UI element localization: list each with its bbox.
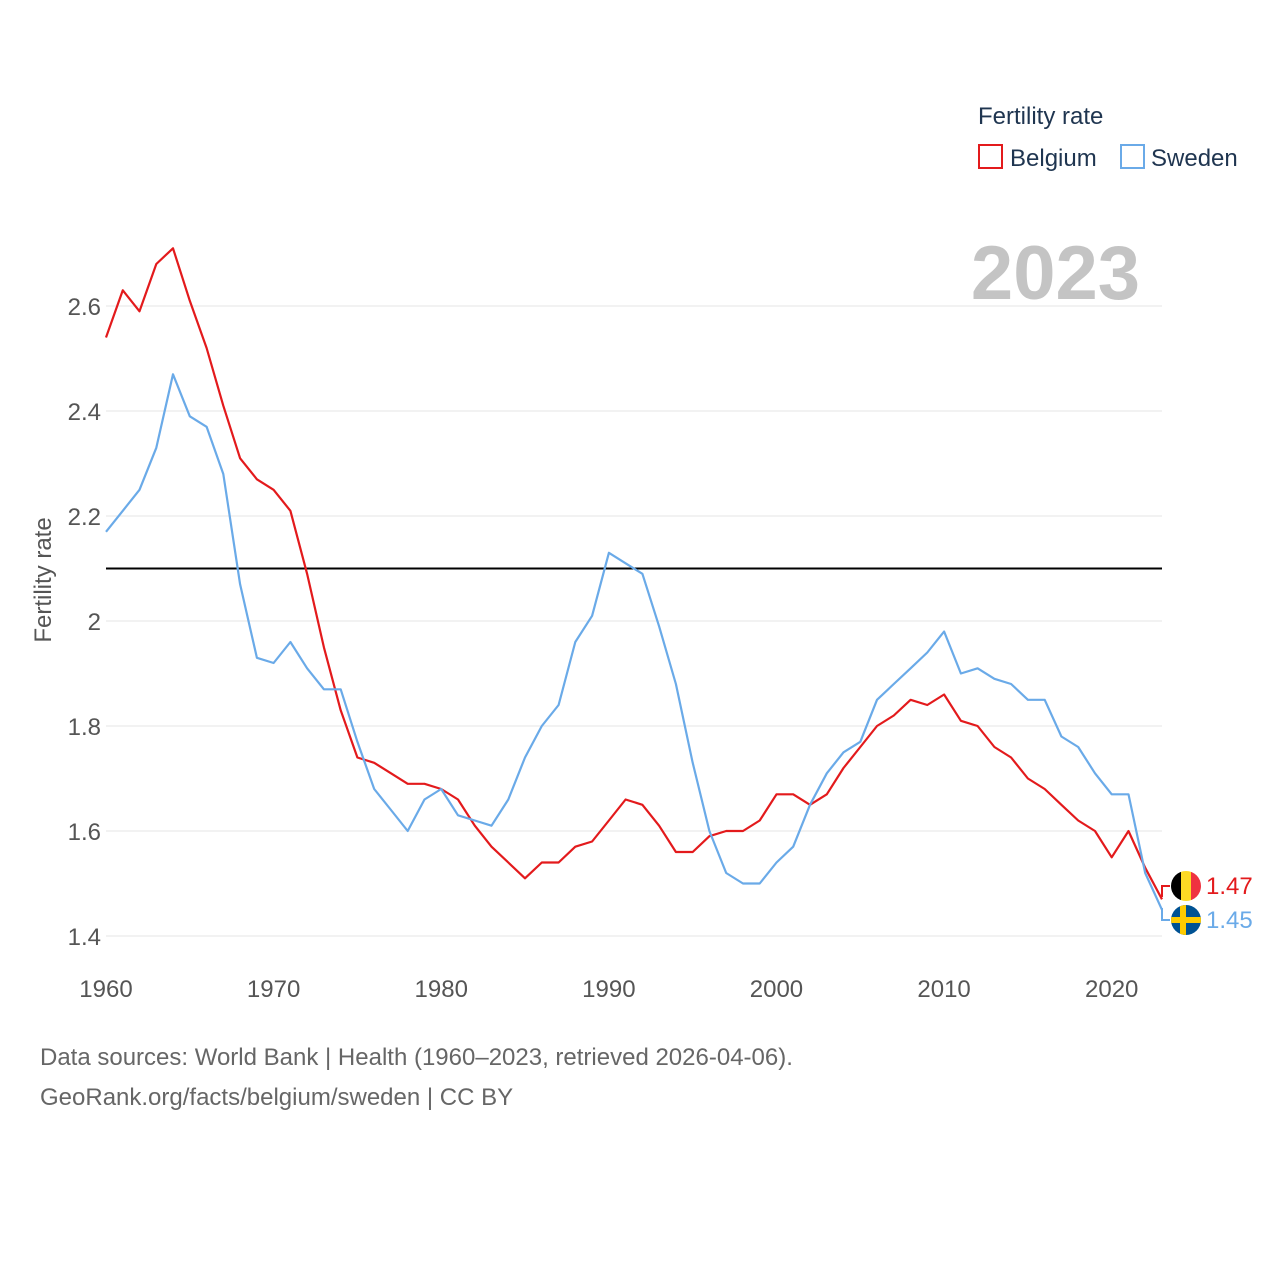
y-tick-label: 1.8 [68,714,101,741]
y-axis-title: Fertility rate [30,517,57,642]
legend-title: Fertility rate [978,103,1103,130]
x-tick-label: 2020 [1085,976,1138,1003]
x-tick-label: 2010 [917,976,970,1003]
x-tick-label: 1960 [79,976,132,1003]
belgium-end-value: 1.47 [1206,873,1253,900]
legend-label-belgium: Belgium [1010,145,1097,172]
x-tick-label: 1990 [582,976,635,1003]
belgium-flag-icon [1171,871,1201,901]
x-tick-label: 1970 [247,976,300,1003]
legend-swatch-sweden [1120,144,1145,169]
y-tick-label: 2.4 [68,399,101,426]
series-line-sweden [105,373,1164,911]
y-tick-label: 1.4 [68,924,101,951]
gridlines [106,305,1162,937]
legend-label-sweden: Sweden [1151,145,1238,172]
x-tick-label: 2000 [750,976,803,1003]
attribution-link[interactable]: GeoRank.org/facts/belgium/sweden | CC BY [40,1084,514,1111]
y-tick-label: 2 [88,609,101,636]
legend: Fertility rate Belgium Sweden [978,103,1238,172]
belgium-end-connector [1161,885,1170,897]
x-tick-label: 1980 [415,976,468,1003]
sweden-end-connector [1161,908,1170,921]
data-source-note: Data sources: World Bank | Health (1960–… [40,1044,793,1071]
y-tick-label: 1.6 [68,819,101,846]
y-tick-label: 2.6 [68,294,101,321]
legend-swatch-belgium [978,144,1003,169]
series-lines [104,247,1164,911]
y-axis-ticks: 1.4 1.6 1.8 2 2.2 2.4 2.6 [68,294,101,951]
end-markers: 1.47 1.45 [1161,871,1253,935]
sweden-flag-icon [1171,905,1201,935]
y-tick-label: 2.2 [68,504,101,531]
year-label: 2023 [971,231,1140,316]
sweden-end-value: 1.45 [1206,907,1253,934]
x-axis-ticks: 1960 1970 1980 1990 2000 2010 2020 [79,976,1138,1003]
series-line-belgium [104,247,1163,900]
